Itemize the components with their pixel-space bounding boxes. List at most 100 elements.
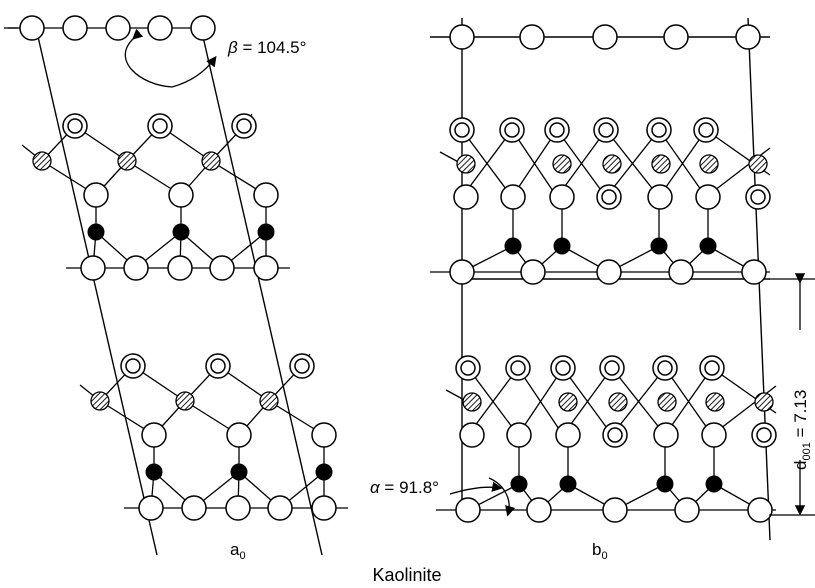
aluminum-atom [552, 154, 572, 174]
oxygen-atom [519, 24, 545, 50]
panel-b-structure [430, 17, 777, 541]
oxygen-atom [735, 24, 761, 50]
oxygen-atom [701, 422, 727, 448]
hydroxyl-atom [62, 113, 88, 139]
hydroxyl-atom [745, 184, 771, 210]
oxygen-atom [80, 255, 106, 281]
aluminum-atom [699, 154, 719, 174]
panel-a-bonds [4, 27, 348, 556]
hydroxyl-inner-ring [236, 118, 252, 134]
oxygen-atom [83, 182, 109, 208]
silicon-atom [559, 475, 577, 493]
aluminum-atom [754, 392, 774, 412]
hydroxyl-atom [455, 355, 481, 381]
hydroxyl-atom [499, 117, 525, 143]
aluminum-atom [657, 392, 677, 412]
oxygen-atom [209, 255, 235, 281]
oxygen-atom [602, 497, 628, 523]
bond-line [658, 129, 707, 198]
oxygen-atom [311, 422, 337, 448]
oxygen-atom [506, 422, 532, 448]
oxygen-atom [741, 259, 767, 285]
oxygen-atom [181, 495, 207, 521]
hydroxyl-atom [449, 117, 475, 143]
oxygen-atom [168, 182, 194, 208]
silicon-atom [705, 475, 723, 493]
hydroxyl-inner-ring [549, 122, 565, 138]
oxygen-atom [695, 184, 721, 210]
oxygen-atom [253, 182, 279, 208]
silicon-atom [650, 237, 668, 255]
aluminum-atom [705, 392, 725, 412]
oxygen-atom [455, 497, 481, 523]
hydroxyl-inner-ring [604, 360, 620, 376]
oxygen-atom [663, 24, 689, 50]
d001-spacing-label: d001 = 7.13 [791, 390, 813, 470]
oxygen-atom [138, 495, 164, 521]
oxygen-atom [674, 497, 700, 523]
aluminum-atom [558, 392, 578, 412]
hydroxyl-atom [205, 353, 231, 379]
cell-edge-left [35, 27, 158, 556]
oxygen-atom [62, 15, 88, 41]
aluminum-atom [175, 391, 195, 411]
panel-a-atoms [19, 15, 337, 521]
alpha-angle-label: α = 91.8° [370, 478, 439, 497]
oxygen-atom [647, 184, 673, 210]
hydroxyl-inner-ring [607, 427, 623, 443]
beta-angle-annotation: β = 104.5° [124, 28, 306, 88]
oxygen-atom [226, 422, 252, 448]
hydroxyl-inner-ring [657, 360, 673, 376]
oxygen-atom [459, 422, 485, 448]
hydroxyl-inner-ring [125, 358, 141, 374]
hydroxyl-atom [120, 353, 146, 379]
hydroxyl-inner-ring [67, 118, 83, 134]
hydroxyl-atom [544, 117, 570, 143]
aluminum-atom [259, 391, 279, 411]
silicon-atom [315, 463, 333, 481]
hydroxyl-atom [593, 117, 619, 143]
oxygen-atom [253, 255, 279, 281]
hydroxyl-inner-ring [598, 122, 614, 138]
hydroxyl-inner-ring [294, 358, 310, 374]
aluminum-atom [462, 392, 482, 412]
oxygen-atom [449, 259, 475, 285]
cell-edge-right [200, 27, 323, 556]
oxygen-atom [449, 24, 475, 50]
oxygen-atom [500, 184, 526, 210]
hydroxyl-inner-ring [750, 189, 766, 205]
oxygen-atom [19, 15, 45, 41]
hydroxyl-atom [231, 113, 257, 139]
oxygen-atom [167, 255, 193, 281]
hydroxyl-atom [646, 117, 672, 143]
hydroxyl-inner-ring [756, 427, 772, 443]
aluminum-atom [602, 154, 622, 174]
hydroxyl-inner-ring [504, 122, 520, 138]
d001-spacing-annotation: d001 = 7.13 [769, 273, 815, 516]
oxygen-atom [147, 15, 173, 41]
bond-line [517, 367, 564, 436]
hydroxyl-inner-ring [454, 122, 470, 138]
aluminum-atom [201, 151, 221, 171]
panel-a-structure [4, 15, 348, 556]
hydroxyl-inner-ring [460, 360, 476, 376]
oxygen-atom [141, 422, 167, 448]
hydroxyl-atom [289, 353, 315, 379]
oxygen-atom [747, 497, 773, 523]
silicon-atom [257, 223, 275, 241]
oxygen-atom [453, 184, 479, 210]
hydroxyl-atom [699, 355, 725, 381]
hydroxyl-inner-ring [704, 360, 720, 376]
oxygen-atom [123, 255, 149, 281]
oxygen-atom [549, 184, 575, 210]
panel-a-axis-label: a0 [230, 540, 246, 562]
hydroxyl-atom [596, 184, 622, 210]
figure-caption: Kaolinite [372, 565, 441, 585]
aluminum-atom [456, 154, 476, 174]
hydroxyl-atom [693, 117, 719, 143]
hydroxyl-atom [599, 355, 625, 381]
aluminum-atom [90, 391, 110, 411]
hydroxyl-inner-ring [152, 118, 168, 134]
oxygen-atom [555, 422, 581, 448]
